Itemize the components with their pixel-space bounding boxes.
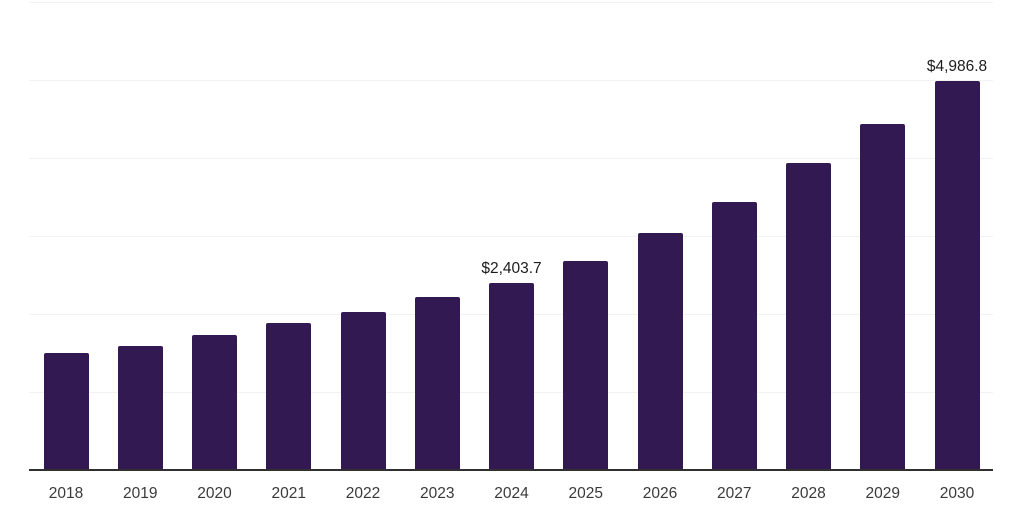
x-tick-label-2023: 2023	[420, 485, 455, 502]
bar-2020	[192, 335, 237, 469]
value-label-2024: $2,403.7	[481, 259, 542, 277]
bar-2027	[711, 202, 757, 469]
x-tick-label-2020: 2020	[197, 485, 232, 502]
x-axis-line	[29, 469, 993, 471]
bar-2019	[117, 345, 163, 469]
bar-2021	[266, 322, 312, 469]
x-tick-label-2021: 2021	[271, 485, 306, 502]
bar-2030	[934, 81, 980, 469]
x-tick-label-2018: 2018	[48, 485, 84, 502]
value-label-2030: $4,986.8	[926, 58, 988, 76]
x-tick-label-2030: 2030	[939, 485, 975, 502]
x-tick-label-2028: 2028	[791, 485, 826, 502]
gridline	[29, 2, 993, 3]
bar-2025	[563, 260, 609, 469]
x-tick-label-2026: 2026	[642, 485, 678, 502]
bar-2022	[340, 312, 386, 469]
bar-2018	[43, 353, 89, 469]
x-tick-label-2024: 2024	[494, 485, 529, 502]
gridline	[29, 80, 993, 81]
x-tick-label-2022: 2022	[345, 485, 381, 502]
bar-2024	[489, 282, 534, 469]
bar-2026	[637, 232, 683, 469]
gridline	[29, 158, 993, 159]
x-tick-label-2019: 2019	[123, 485, 158, 502]
x-tick-label-2027: 2027	[717, 485, 752, 502]
bar-2029	[860, 124, 906, 469]
bar-2023	[414, 297, 460, 469]
gridline	[29, 236, 993, 237]
x-tick-label-2029: 2029	[865, 485, 900, 502]
bar-2028	[786, 163, 831, 469]
x-tick-label-2025: 2025	[568, 485, 603, 502]
